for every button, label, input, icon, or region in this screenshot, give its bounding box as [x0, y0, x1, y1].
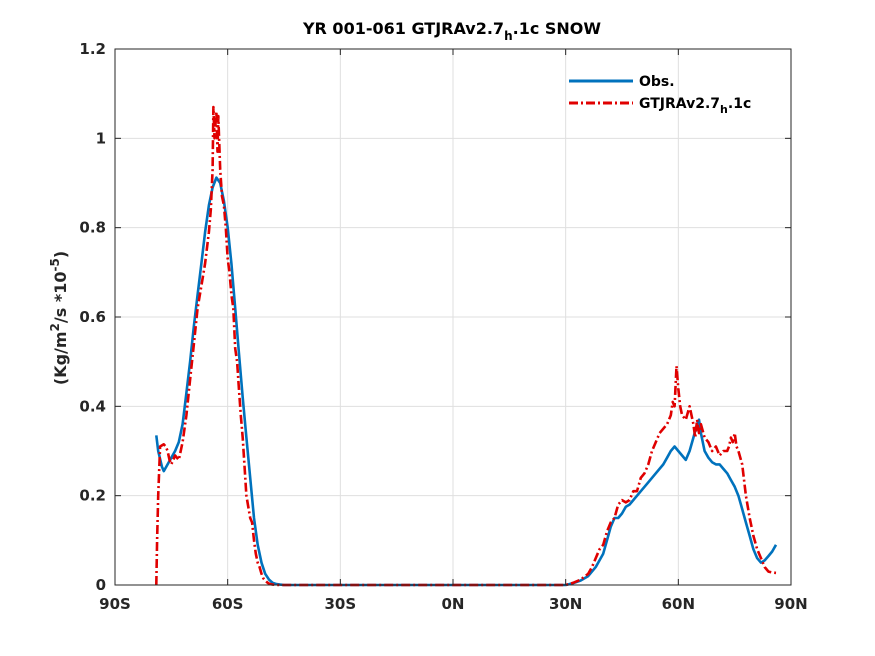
- y-tick-label: 0.2: [79, 487, 106, 505]
- x-tick-label: 60S: [212, 595, 244, 613]
- x-tick-label: 0N: [442, 595, 465, 613]
- y-tick-label: 0.8: [79, 219, 106, 237]
- legend: Obs. GTJRAv2.7h.1c: [569, 74, 751, 116]
- y-tick-label: 0.4: [79, 397, 106, 415]
- grid-lines: [114, 48, 792, 586]
- series-line-obs: [155, 176, 778, 587]
- series-line-model: [155, 105, 777, 587]
- y-tick-label: 0: [96, 576, 106, 594]
- y-tick-label: 0.6: [79, 308, 106, 326]
- x-tick-label: 90N: [774, 595, 807, 613]
- y-axis-label: (Kg/m2/s *10-5): [48, 251, 70, 385]
- x-tick-label: 90S: [99, 595, 131, 613]
- x-tick-label: 30N: [549, 595, 582, 613]
- x-tick-label: 60N: [662, 595, 695, 613]
- series-layer: [155, 105, 778, 587]
- legend-label-model: GTJRAv2.7h.1c: [639, 96, 751, 116]
- y-tick-label: 1: [96, 129, 106, 147]
- chart-title: YR 001-061 GTJRAv2.7h.1c SNOW: [302, 19, 601, 43]
- axis-ticks: 90S 60S 30S 0N 30N 60N 90N 0 0.2 0.4 0.6 0.8 1 1.2: [79, 40, 807, 613]
- legend-label-obs: Obs.: [639, 74, 675, 90]
- x-tick-label: 30S: [324, 595, 356, 613]
- y-tick-label: 1.2: [79, 40, 106, 58]
